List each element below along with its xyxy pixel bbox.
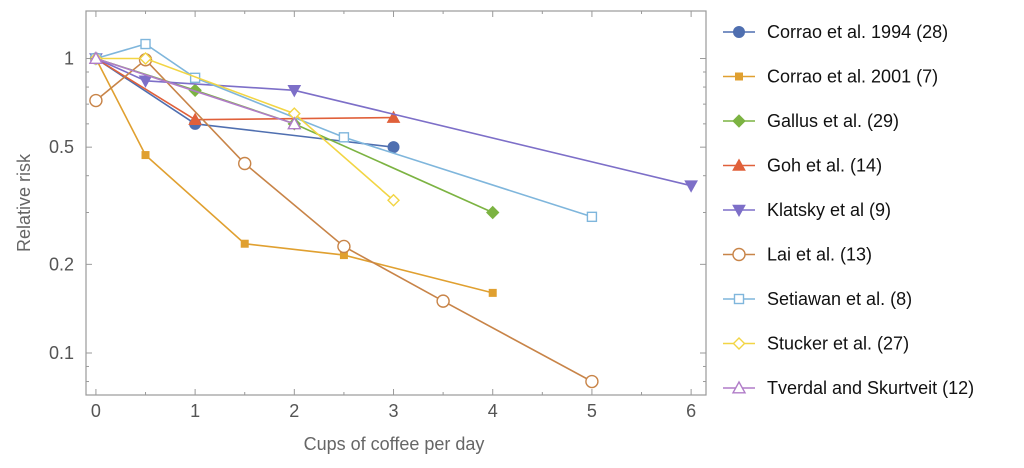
series-line [95,57,395,201]
legend-label: Klatsky et al (9) [767,200,891,220]
data-point [88,51,104,65]
legend-label: Stucker et al. (27) [767,334,909,354]
series-line [95,57,295,125]
y-tick-label: 1 [64,49,74,69]
data-point [732,158,746,171]
legend-item: Corrao et al. 2001 (7) [723,67,938,87]
data-point [141,151,150,160]
y-tick-label: 0.1 [49,343,74,363]
legend-item: Corrao et al. 1994 (28) [723,22,948,42]
data-point [732,247,746,262]
legend-label: Lai et al. (13) [767,245,872,265]
data-point [140,38,151,50]
y-tick-label: 0.2 [49,254,74,274]
x-tick-label: 1 [190,401,200,421]
legend-label: Tverdal and Skurtveit (12) [767,378,974,398]
data-point [586,211,598,223]
data-point [387,193,401,207]
legend-item: Tverdal and Skurtveit (12) [723,378,974,398]
data-point [287,84,302,98]
legend-label: Corrao et al. 1994 (28) [767,22,948,42]
data-point [338,132,350,143]
y-tick-label: 0.5 [49,137,74,157]
data-point [89,93,103,108]
legend-item: Lai et al. (13) [723,245,872,265]
data-point [486,205,500,220]
legend-item: Setiawan et al. (8) [723,289,912,309]
series-line [95,43,593,218]
legend-label: Setiawan et al. (8) [767,289,912,309]
series-line [95,57,394,121]
data-point [188,112,202,125]
data-point [732,204,746,218]
x-tick-label: 3 [389,401,399,421]
series-9 [88,51,302,130]
legend-item: Gallus et al. (29) [723,111,899,131]
data-point [240,239,249,248]
data-point [188,83,202,98]
data-point [585,374,599,389]
series-4 [89,51,401,125]
data-point [387,141,400,154]
legend-item: Goh et al. (14) [723,156,882,176]
data-point [735,72,743,81]
x-tick-label: 0 [91,401,101,421]
legend-label: Corrao et al. 2001 (7) [767,67,938,87]
x-tick-label: 6 [686,401,696,421]
data-point [139,52,153,66]
x-axis-title: Cups of coffee per day [304,434,485,454]
data-point [488,288,497,297]
data-point [684,180,698,193]
data-point [238,156,252,171]
data-point [732,114,746,128]
x-tick-label: 2 [289,401,299,421]
y-axis-title: Relative risk [14,153,34,252]
data-point [436,294,450,308]
data-point [386,110,401,123]
data-point [337,239,351,254]
data-point [731,380,747,394]
plot-frame [85,10,707,396]
series-line [95,58,593,383]
data-point [732,337,746,350]
data-point [287,116,302,130]
data-point [138,75,153,88]
data-point [733,293,745,305]
legend-label: Goh et al. (14) [767,156,882,176]
x-tick-label: 5 [587,401,597,421]
legend-item: Klatsky et al (9) [723,200,891,220]
legend-label: Gallus et al. (29) [767,111,899,131]
data-point [733,26,745,38]
x-tick-label: 4 [488,401,498,421]
legend-item: Stucker et al. (27) [723,334,909,354]
